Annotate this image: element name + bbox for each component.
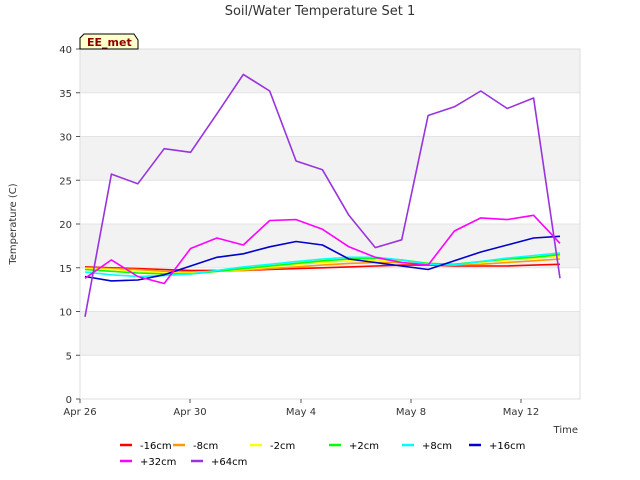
y-tick-label: 15 <box>59 264 72 275</box>
legend-label: -2cm <box>270 441 295 452</box>
legend-label: +2cm <box>349 441 379 452</box>
series-line-7 <box>84 73 561 317</box>
grid-band <box>80 49 580 93</box>
y-tick-label: 20 <box>59 220 72 231</box>
x-tick-label: May 8 <box>396 407 426 418</box>
chart-title: Soil/Water Temperature Set 1 <box>225 4 416 19</box>
x-axis-label: Time <box>553 425 578 436</box>
grid-band <box>80 311 580 356</box>
legend-label: +16cm <box>489 441 525 452</box>
x-axis-ticks: Apr 26 Apr 30 May 4 May 8 May 12 <box>63 399 539 418</box>
y-tick-label: 5 <box>66 351 72 362</box>
x-tick-label: May 12 <box>503 407 540 418</box>
legend-label: -16cm <box>140 441 172 452</box>
series-line-0 <box>84 263 561 272</box>
x-tick-label: Apr 26 <box>63 407 96 418</box>
y-tick-label: 30 <box>59 133 72 144</box>
legend-label: +8cm <box>422 441 452 452</box>
x-tick-label: Apr 30 <box>173 407 206 418</box>
y-tick-label: 25 <box>59 176 72 187</box>
x-tick-label: May 4 <box>286 407 316 418</box>
grid-bands <box>80 49 580 356</box>
legend-label: +64cm <box>211 457 247 468</box>
y-tick-label: 10 <box>59 308 72 319</box>
y-axis-ticks: 0 5 10 15 20 25 30 35 40 <box>59 45 80 406</box>
series-lines <box>84 73 561 317</box>
y-axis-label: Temperature (C) <box>8 183 19 265</box>
legend-label: +32cm <box>140 457 176 468</box>
series-line-2 <box>84 255 561 274</box>
badge: EE_met <box>79 33 139 50</box>
badge-label: EE_met <box>87 36 132 49</box>
grid-band <box>80 136 580 181</box>
y-tick-label: 40 <box>59 45 72 56</box>
y-tick-label: 0 <box>66 395 72 406</box>
series-line-5 <box>84 235 561 282</box>
series-line-6 <box>84 214 561 285</box>
legend-label: -8cm <box>193 441 218 452</box>
legend: -16cm -8cm -2cm +2cm +8cm +16cm +32cm +64cm <box>120 441 525 468</box>
y-tick-label: 35 <box>59 89 72 100</box>
series-line-1 <box>84 258 561 273</box>
